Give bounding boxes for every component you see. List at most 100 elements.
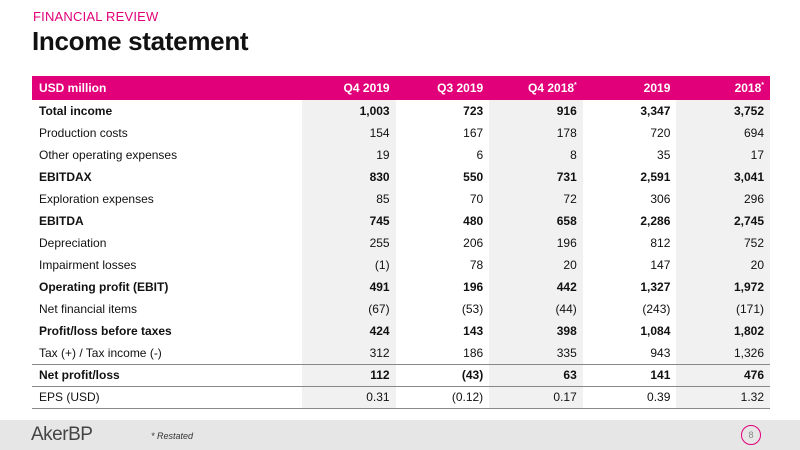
- column-header-q4-2018: Q4 2018*: [489, 76, 583, 100]
- row-label: Operating profit (EBIT): [39, 280, 169, 294]
- table-row: Operating profit (EBIT) 491 196 442 1,327 1,9…: [32, 276, 770, 298]
- cell-value: 196: [463, 280, 484, 294]
- cell-value: 812: [650, 236, 671, 250]
- cell-value: 550: [463, 170, 484, 184]
- table-row: Tax (+) / Tax income (-) 312 186 335 943 1,32…: [32, 342, 770, 364]
- income-statement-table: USD million Q4 2019 Q3 2019 Q4 2018* 201…: [32, 76, 770, 409]
- cell-value: 1,326: [676, 342, 770, 364]
- cell-value: 70: [469, 192, 484, 206]
- cell-value: 943: [650, 345, 671, 360]
- row-label: Impairment losses: [39, 258, 137, 272]
- cell-value: (67): [302, 298, 396, 320]
- cell-value: 0.31: [302, 386, 396, 409]
- table-row: EBITDAX 830 550 731 2,591 3,041: [32, 166, 770, 188]
- cell-value: 35: [657, 148, 671, 162]
- restated-mark: *: [761, 82, 764, 89]
- cell-value: 206: [463, 236, 484, 250]
- cell-value: 19: [302, 144, 396, 166]
- row-label: Net financial items: [39, 302, 138, 316]
- row-label: Depreciation: [39, 236, 107, 250]
- cell-value: 72: [489, 188, 583, 210]
- cell-value: 1,802: [676, 320, 770, 342]
- cell-value: (171): [676, 298, 770, 320]
- cell-value: (53): [461, 302, 484, 316]
- cell-value: 2,286: [640, 214, 671, 228]
- table-header-row: USD million Q4 2019 Q3 2019 Q4 2018* 201…: [32, 76, 770, 100]
- cell-value: 731: [489, 166, 583, 188]
- cell-value: 186: [463, 345, 484, 360]
- table-row: Exploration expenses 85 70 72 306 296: [32, 188, 770, 210]
- cell-value: 167: [463, 126, 484, 140]
- cell-value: (0.12): [395, 386, 490, 409]
- cell-value: 112: [302, 363, 396, 387]
- cell-value: 85: [302, 188, 396, 210]
- cell-value: 916: [489, 100, 583, 122]
- row-label: Net profit/loss: [32, 363, 302, 387]
- cell-value: 63: [489, 363, 583, 387]
- restated-mark: *: [574, 82, 577, 89]
- row-label: Other operating expenses: [39, 148, 178, 162]
- cell-value: (243): [642, 302, 671, 316]
- cell-value: 178: [489, 122, 583, 144]
- table-row: Impairment losses (1) 78 20 147 20: [32, 254, 770, 276]
- cell-value: 154: [302, 122, 396, 144]
- cell-value: 296: [676, 188, 770, 210]
- cell-value: 6: [476, 148, 484, 162]
- row-label: Exploration expenses: [39, 192, 154, 206]
- aker-bp-logo: AkerBP: [31, 424, 93, 445]
- cell-value: 78: [469, 258, 484, 272]
- column-header-2019: 2019: [643, 81, 671, 95]
- cell-value: 694: [676, 122, 770, 144]
- cell-value: (1): [302, 254, 396, 276]
- cell-value: 442: [489, 276, 583, 298]
- cell-value: 723: [463, 104, 484, 118]
- row-label: EBITDA: [39, 214, 84, 228]
- column-header-q3-2019: Q3 2019: [437, 81, 484, 95]
- cell-value: 0.17: [489, 386, 583, 409]
- cell-value: 3,347: [640, 104, 671, 118]
- page-title: Income statement: [32, 26, 249, 56]
- row-label: Production costs: [39, 126, 128, 140]
- cell-value: 476: [676, 363, 770, 387]
- cell-value: 424: [302, 320, 396, 342]
- table-row: Net financial items (67) (53) (44) (243) (171…: [32, 298, 770, 320]
- cell-value: 143: [463, 324, 484, 338]
- page-number: 8: [741, 425, 761, 445]
- cell-value: 2,591: [640, 170, 671, 184]
- footnote: * Restated: [151, 431, 194, 441]
- table-row: Other operating expenses 19 6 8 35 17: [32, 144, 770, 166]
- cell-value: 17: [676, 144, 770, 166]
- row-label: Profit/loss before taxes: [39, 324, 172, 338]
- cell-value: 3,041: [676, 166, 770, 188]
- cell-value: 20: [489, 254, 583, 276]
- cell-value: 2,745: [676, 210, 770, 232]
- cell-value: 1.32: [676, 386, 770, 409]
- column-header-2018: 2018*: [676, 76, 770, 100]
- row-label: Total income: [39, 104, 113, 118]
- cell-value: 398: [489, 320, 583, 342]
- cell-value: 491: [302, 276, 396, 298]
- cell-value: 1,084: [640, 324, 671, 338]
- cell-value: 312: [302, 342, 396, 364]
- cell-value: 20: [676, 254, 770, 276]
- table-row: Production costs 154 167 178 720 694: [32, 122, 770, 144]
- cell-value: 141: [582, 363, 677, 387]
- cell-value: 306: [650, 192, 671, 206]
- cell-value: 1,327: [640, 280, 671, 294]
- cell-value: 1,003: [302, 100, 396, 122]
- cell-value: 745: [302, 210, 396, 232]
- cell-value: 1,972: [676, 276, 770, 298]
- section-label: FINANCIAL REVIEW: [33, 9, 159, 24]
- row-label: EBITDAX: [39, 170, 92, 184]
- row-label: EPS (USD): [32, 386, 302, 409]
- table-row: Total income 1,003 723 916 3,347 3,752: [32, 100, 770, 122]
- table-row: Net profit/loss 112 (43) 63 141 476: [32, 363, 770, 387]
- column-header-label: USD million: [39, 81, 107, 95]
- cell-value: 8: [489, 144, 583, 166]
- cell-value: 720: [650, 126, 671, 140]
- cell-value: 658: [489, 210, 583, 232]
- cell-value: (43): [395, 363, 490, 387]
- cell-value: 480: [463, 214, 484, 228]
- cell-value: 3,752: [676, 100, 770, 122]
- cell-value: (44): [489, 298, 583, 320]
